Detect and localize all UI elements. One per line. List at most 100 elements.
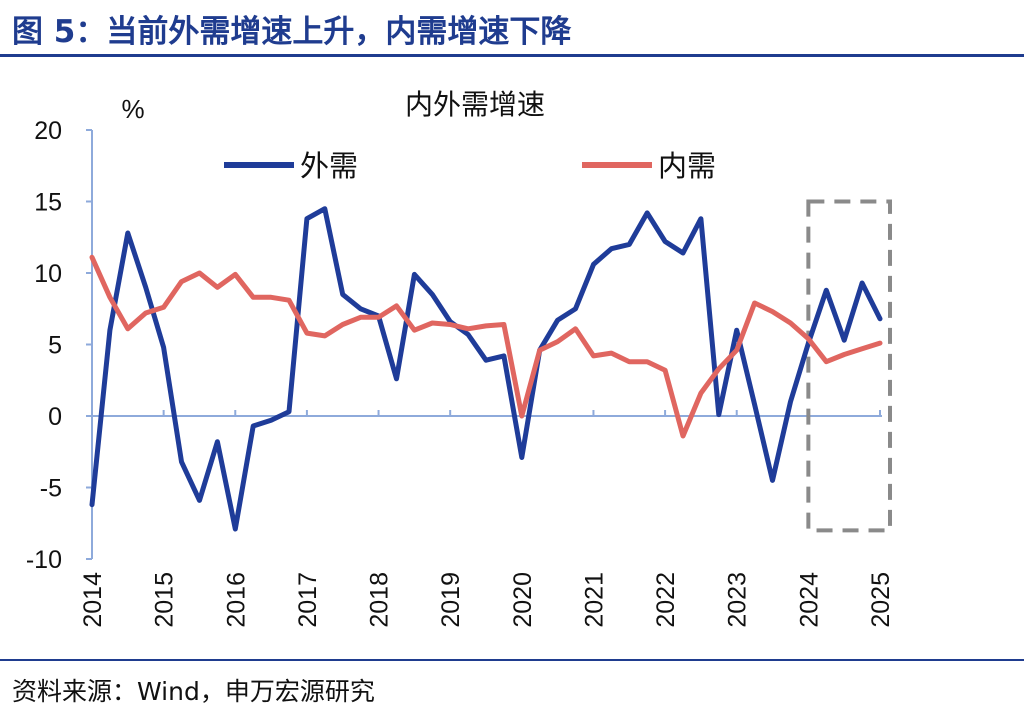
external-demand-point xyxy=(627,242,631,246)
internal-demand-point xyxy=(359,315,363,319)
external-demand-point xyxy=(753,402,757,407)
external-demand-point xyxy=(466,332,470,337)
internal-demand-point xyxy=(788,321,793,325)
internal-demand-line xyxy=(89,254,883,439)
legend-label-internal: 内需 xyxy=(658,150,716,183)
internal-demand-point xyxy=(269,295,273,299)
external-demand-point xyxy=(735,328,739,332)
external-demand-point xyxy=(412,272,416,277)
external-demand-point xyxy=(251,424,255,428)
external-demand-point xyxy=(717,412,721,417)
external-demand-point xyxy=(126,231,130,235)
internal-demand-point xyxy=(144,311,148,315)
series-lines xyxy=(89,206,883,532)
external-demand-point xyxy=(681,251,685,255)
internal-demand-point xyxy=(824,360,828,364)
y-tick-label: 0 xyxy=(48,403,62,431)
external-demand-point xyxy=(233,527,237,531)
external-demand-point xyxy=(359,307,363,311)
x-tick-label: 2024 xyxy=(795,572,823,628)
external-demand-point xyxy=(770,478,775,482)
external-demand-point xyxy=(108,328,112,332)
y-tick-label: 15 xyxy=(34,189,62,217)
internal-demand-point xyxy=(126,327,130,331)
x-ticks: 2014 2015 2016 2017 2018 2019 2020 2021 2022 2023… xyxy=(79,410,895,628)
x-tick-label: 2020 xyxy=(509,572,537,628)
internal-demand-point xyxy=(108,295,112,299)
internal-demand-point xyxy=(627,360,631,364)
chart-title: 内外需增速 xyxy=(405,89,545,120)
source-divider xyxy=(0,659,1024,661)
external-demand-point xyxy=(215,440,219,444)
external-demand-point xyxy=(520,455,524,460)
y-ticks: 20 15 10 5 0 -5 -10 xyxy=(26,117,92,574)
external-demand-point xyxy=(144,285,148,289)
internal-demand-point xyxy=(466,327,470,331)
external-demand-point xyxy=(878,317,882,321)
internal-demand-point xyxy=(287,298,291,302)
external-demand-point xyxy=(162,345,166,349)
external-demand-point xyxy=(197,498,202,502)
external-demand-point xyxy=(341,292,345,297)
external-demand-line xyxy=(89,206,883,532)
external-demand-point xyxy=(591,262,596,267)
internal-demand-point xyxy=(753,301,757,305)
internal-demand-point xyxy=(681,434,685,438)
x-tick-label: 2022 xyxy=(652,572,680,628)
internal-demand-point xyxy=(663,368,667,372)
internal-demand-point xyxy=(717,367,721,371)
external-demand-point xyxy=(502,354,506,358)
internal-demand-point xyxy=(90,255,94,259)
external-demand-point xyxy=(645,211,649,215)
x-tick-label: 2014 xyxy=(79,572,107,628)
source-note: 资料来源：Wind，申万宏源研究 xyxy=(12,677,375,706)
legend: 外需 内需 xyxy=(224,150,716,183)
internal-demand-point xyxy=(394,304,399,308)
x-tick-label: 2015 xyxy=(151,572,179,628)
internal-demand-point xyxy=(323,334,327,338)
legend-label-external: 外需 xyxy=(300,150,358,183)
x-tick-label: 2021 xyxy=(580,572,608,628)
internal-demand-point xyxy=(770,310,775,314)
external-demand-point xyxy=(573,307,578,311)
external-demand-point xyxy=(287,410,291,414)
external-demand-point xyxy=(269,418,273,422)
internal-demand-point xyxy=(591,354,596,358)
external-demand-point xyxy=(179,460,184,464)
external-demand-point xyxy=(788,400,793,404)
x-tick-label: 2017 xyxy=(294,572,322,628)
external-demand-point xyxy=(323,207,327,211)
internal-demand-point xyxy=(484,324,488,328)
internal-demand-point xyxy=(538,348,542,352)
internal-demand-point xyxy=(699,391,703,395)
external-demand-point xyxy=(699,217,703,221)
external-demand-point xyxy=(430,292,434,297)
internal-demand-point xyxy=(376,315,381,319)
x-tick-label: 2018 xyxy=(366,572,394,628)
x-tick-label: 2023 xyxy=(724,572,752,628)
external-demand-point xyxy=(609,247,613,251)
external-demand-point xyxy=(842,338,846,342)
internal-demand-point xyxy=(162,305,166,309)
external-demand-point xyxy=(394,377,399,381)
y-unit-label: % xyxy=(121,94,144,124)
internal-demand-point xyxy=(215,285,219,289)
internal-demand-point xyxy=(806,337,810,341)
x-tick-label: 2019 xyxy=(437,572,465,628)
internal-demand-point xyxy=(430,321,434,325)
external-demand-point xyxy=(860,281,864,285)
external-demand-point xyxy=(90,503,94,507)
internal-demand-point xyxy=(645,360,649,364)
x-tick-label: 2016 xyxy=(222,572,250,628)
external-demand-point xyxy=(824,288,828,292)
internal-demand-point xyxy=(341,322,345,327)
internal-demand-point xyxy=(251,295,255,299)
title-divider xyxy=(0,54,1024,57)
internal-demand-point xyxy=(735,348,739,352)
y-tick-label: 20 xyxy=(34,117,62,145)
internal-demand-point xyxy=(556,340,560,344)
internal-demand-point xyxy=(842,352,846,357)
internal-demand-point xyxy=(878,341,882,345)
internal-demand-point xyxy=(573,327,578,331)
